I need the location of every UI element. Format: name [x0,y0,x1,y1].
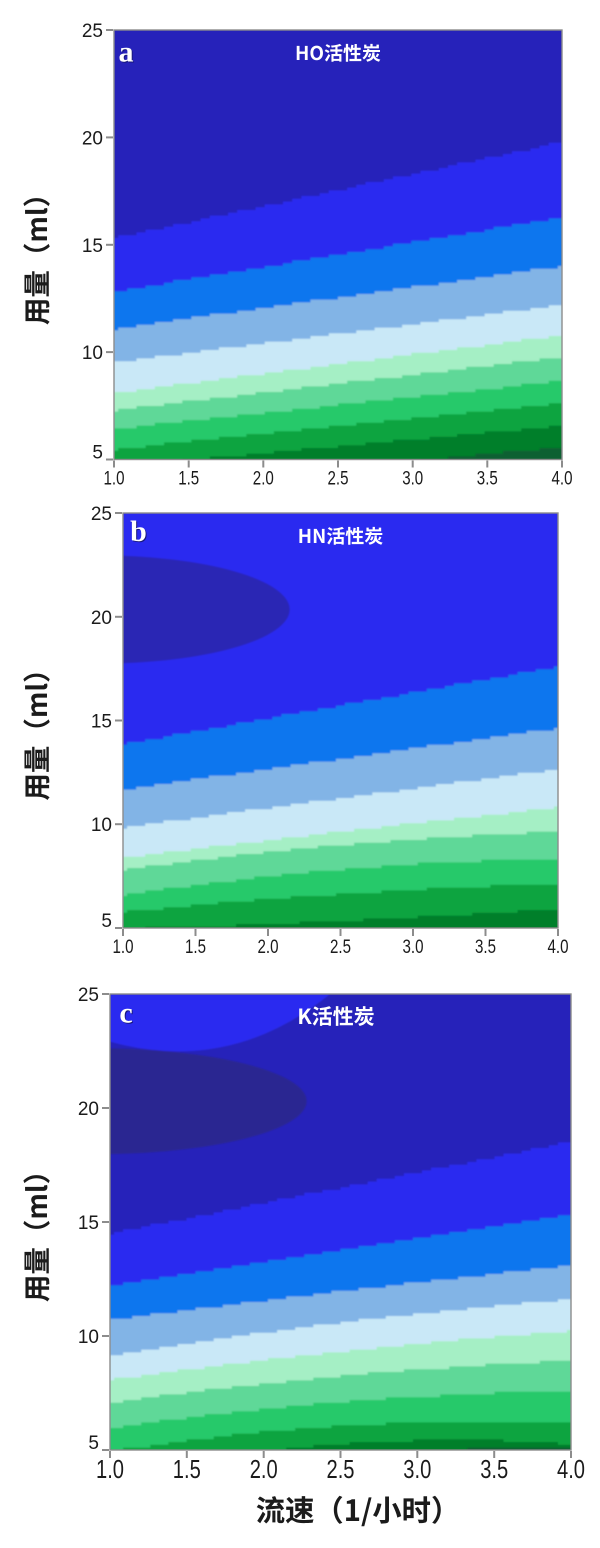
svg-text:25: 25 [82,21,103,42]
svg-text:3.0: 3.0 [403,1454,431,1484]
svg-text:2.0: 2.0 [253,469,274,490]
svg-text:a: a [119,36,134,69]
svg-text:15: 15 [82,236,103,257]
svg-text:15: 15 [78,1213,99,1234]
svg-text:10: 10 [82,343,103,364]
svg-text:25: 25 [78,985,99,1006]
svg-text:1.5: 1.5 [173,1454,201,1484]
svg-text:b: b [130,515,147,548]
svg-text:2.0: 2.0 [258,937,279,958]
svg-text:10: 10 [91,815,112,836]
svg-text:1.0: 1.0 [104,469,125,490]
svg-text:1.0: 1.0 [113,937,134,958]
svg-text:1.0: 1.0 [96,1454,124,1484]
svg-text:3.0: 3.0 [402,469,423,490]
svg-text:5: 5 [88,1433,99,1454]
svg-text:1.5: 1.5 [185,937,206,958]
svg-text:4.0: 4.0 [548,937,569,958]
svg-text:15: 15 [91,712,112,733]
svg-text:3.5: 3.5 [480,1454,508,1484]
svg-text:2.5: 2.5 [328,469,349,490]
svg-text:2.5: 2.5 [330,937,351,958]
svg-text:20: 20 [91,608,112,629]
svg-text:5: 5 [101,911,112,932]
svg-text:5: 5 [92,443,103,464]
svg-text:4.0: 4.0 [552,469,573,490]
svg-text:10: 10 [78,1327,99,1348]
svg-text:20: 20 [82,128,103,149]
svg-text:4.0: 4.0 [557,1454,585,1484]
svg-text:b: b [131,516,148,549]
svg-text:3.5: 3.5 [477,469,498,490]
svg-text:3.5: 3.5 [475,937,496,958]
svg-text:c: c [119,997,132,1030]
svg-text:1.5: 1.5 [178,469,199,490]
svg-text:a: a [120,37,135,70]
svg-text:2.0: 2.0 [250,1454,278,1484]
svg-text:c: c [120,998,133,1031]
svg-text:3.0: 3.0 [403,937,424,958]
svg-text:2.5: 2.5 [327,1454,355,1484]
svg-text:25: 25 [91,504,112,525]
svg-text:20: 20 [78,1099,99,1120]
